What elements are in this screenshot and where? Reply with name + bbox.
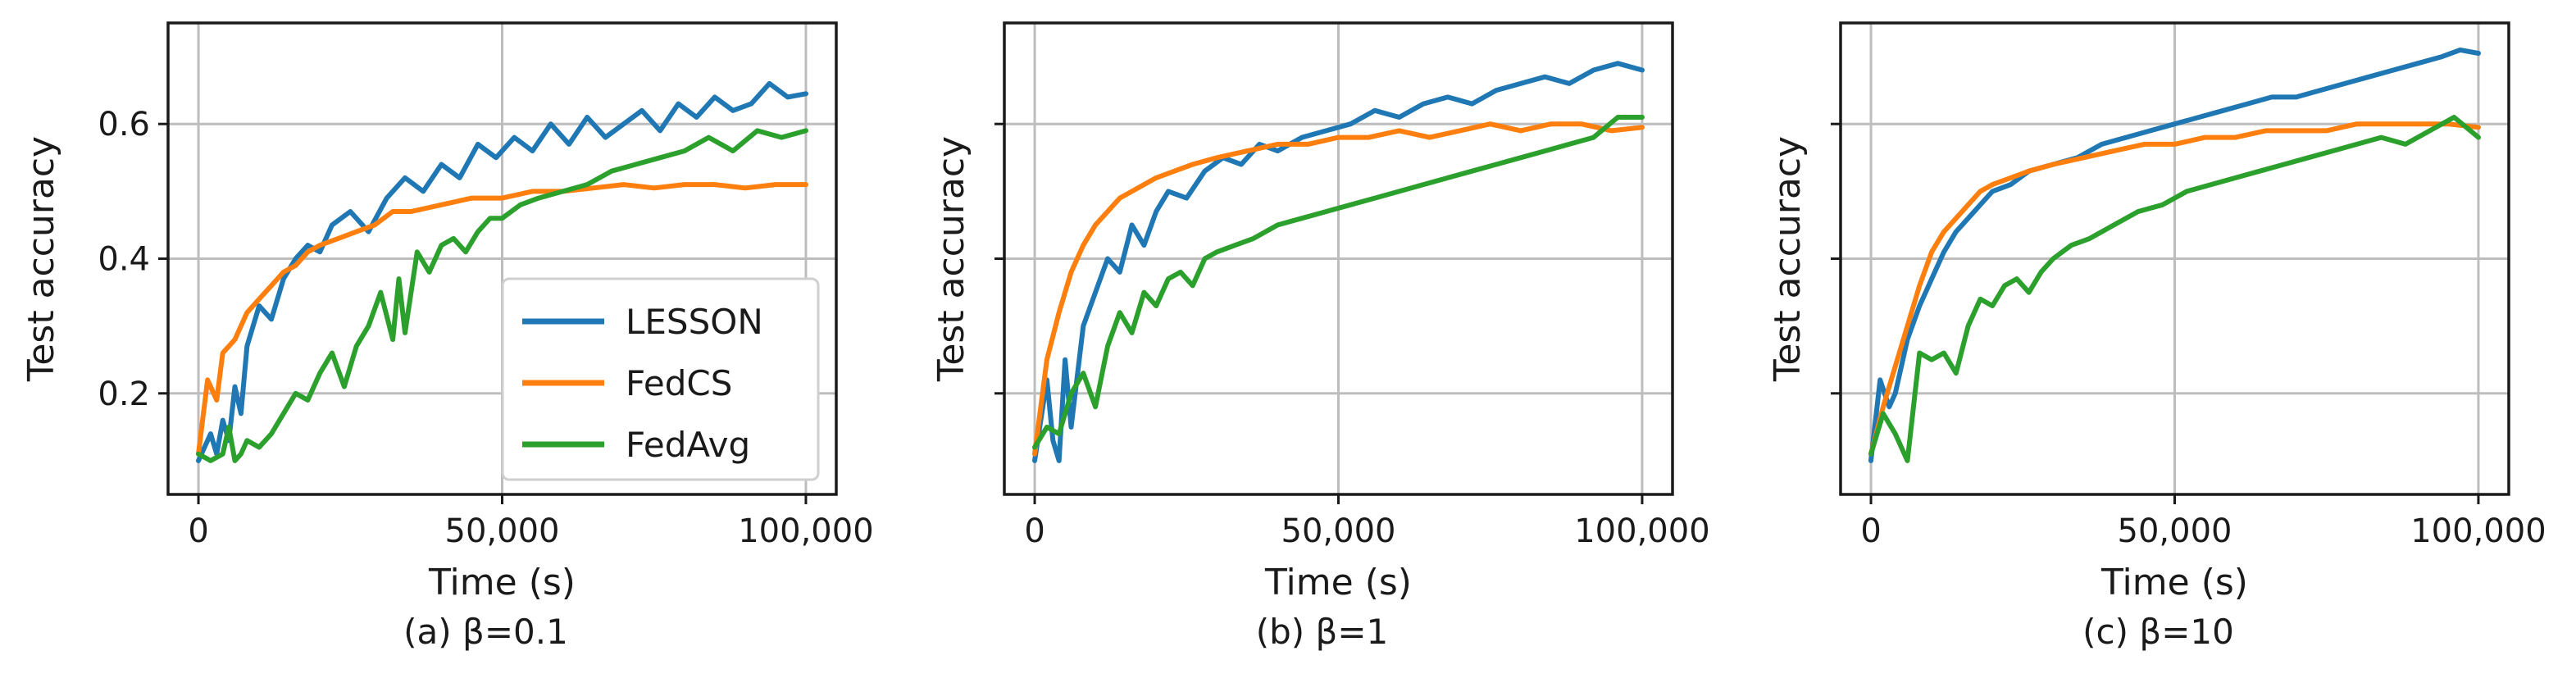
panel-2: 0 50,000 100,000 Time (s) Test accuracy (b) β… bbox=[931, 21, 1710, 652]
panel-3: 0 50,000 100,000 Time (s) Test accuracy (c) β… bbox=[1767, 21, 2546, 652]
series-line-fedavg bbox=[1868, 115, 2481, 463]
y-axis-label: Test accuracy bbox=[931, 136, 972, 382]
x-tick-label: 100,000 bbox=[738, 512, 873, 550]
x-tick-label: 0 bbox=[1024, 512, 1045, 550]
x-axis-label: Time (s) bbox=[1264, 562, 1412, 603]
y-tick-label: 0.6 bbox=[98, 106, 150, 143]
legend-box bbox=[501, 277, 820, 481]
x-tick-label: 0 bbox=[1860, 512, 1881, 550]
x-tick-label: 50,000 bbox=[2118, 512, 2232, 550]
series-line-fedcs bbox=[1868, 121, 2481, 457]
x-tick-label: 100,000 bbox=[1574, 512, 1709, 550]
series-line-fedavg bbox=[1032, 115, 1645, 450]
panel-1: 0 50,000 100,000 0.2 0.4 0.6 Time (s) Test accu… bbox=[20, 21, 874, 652]
series-line-fedcs bbox=[1032, 121, 1645, 457]
legend-label-fedavg: FedAvg bbox=[626, 425, 750, 465]
series-line-fedavg bbox=[196, 128, 808, 463]
series-line-fedcs bbox=[196, 182, 808, 457]
legend-label-fedcs: FedCS bbox=[626, 363, 732, 403]
panel-caption: (b) β=1 bbox=[1256, 612, 1389, 652]
y-axis-label: Test accuracy bbox=[20, 136, 62, 382]
y-tick-label: 0.2 bbox=[98, 376, 150, 413]
y-axis-label: Test accuracy bbox=[1767, 136, 1809, 382]
series-line-lesson bbox=[196, 80, 808, 463]
x-tick-label: 50,000 bbox=[1281, 512, 1396, 550]
x-axis-label: Time (s) bbox=[2100, 562, 2248, 603]
x-tick-label: 0 bbox=[188, 512, 208, 550]
x-axis-label: Time (s) bbox=[428, 562, 576, 603]
x-tick-label: 50,000 bbox=[445, 512, 560, 550]
legend: LESSON FedCS FedAvg bbox=[501, 277, 820, 481]
legend-label-lesson: LESSON bbox=[626, 302, 763, 342]
panel-caption: (c) β=10 bbox=[2082, 612, 2234, 652]
panel-caption: (a) β=0.1 bbox=[403, 612, 568, 652]
y-tick-label: 0.4 bbox=[98, 241, 150, 279]
series-line-lesson bbox=[1032, 61, 1645, 463]
series-line-lesson bbox=[1868, 47, 2481, 463]
x-tick-label: 100,000 bbox=[2410, 512, 2546, 550]
